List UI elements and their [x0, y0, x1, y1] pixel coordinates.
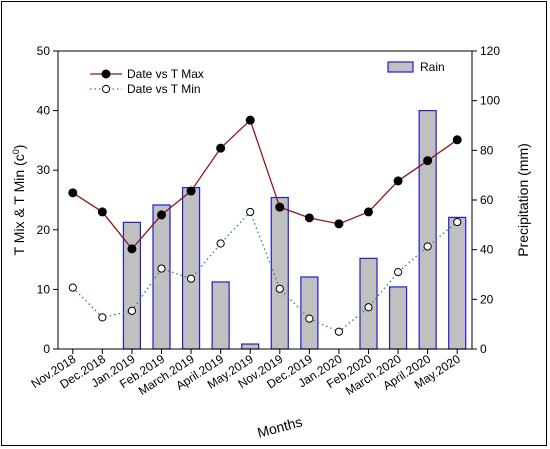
t-max-point [304, 213, 314, 223]
y-right-tick-label: 80 [480, 143, 494, 157]
legend-marker-t-min [101, 84, 111, 94]
rain-bar [181, 186, 201, 350]
rain-bar [270, 196, 289, 350]
t-max-point [452, 135, 462, 145]
t-min-point [157, 264, 166, 273]
y-left-tick-label: 0 [43, 342, 50, 356]
y-left-tick-label: 50 [37, 44, 51, 58]
rain-bar [418, 109, 437, 350]
y-left-tick-label: 10 [37, 282, 51, 296]
t-min-point [453, 217, 462, 227]
rain-bars [122, 109, 467, 350]
y-right-tick-label: 20 [480, 292, 494, 306]
t-max-point [97, 207, 107, 217]
t-max-point [186, 186, 196, 196]
y-right-tick-label: 120 [480, 44, 500, 58]
y-right-tick-label: 40 [480, 243, 494, 257]
t-max-point [216, 143, 226, 153]
t-min-point [127, 306, 137, 315]
t-min-point [364, 303, 373, 312]
t-max-point [364, 207, 373, 217]
t-max-point [245, 115, 255, 125]
t-max-point [275, 202, 285, 212]
series-line-t-max [72, 118, 458, 250]
t-max-point [393, 176, 403, 186]
y-right-tick-label: 100 [480, 94, 500, 108]
legend-swatch-rain [387, 61, 414, 73]
t-min-point [334, 327, 344, 336]
legend-label-t-min: Date vs T Min [127, 82, 201, 96]
t-min-point [393, 268, 403, 277]
t-min-point [98, 313, 107, 322]
y-left-axis-title: T Mix & T Min (c0) [11, 145, 27, 256]
y-right-axis-title: Precipitation (mm) [515, 143, 531, 257]
rain-bar [388, 286, 408, 350]
t-max-point [423, 156, 433, 166]
t-min-point [305, 314, 314, 323]
y-left-tick-label: 20 [37, 223, 51, 237]
t-min-point [216, 239, 225, 248]
t-min-point [275, 284, 284, 293]
y-right-tick-label: 60 [480, 193, 494, 207]
rain-bar [241, 343, 260, 350]
y-left-tick-label: 40 [37, 104, 51, 118]
legend-marker-t-max [101, 69, 111, 79]
t-max-point [68, 188, 78, 198]
legend-label-rain: Rain [420, 60, 445, 74]
series-line-t-min [72, 210, 458, 333]
t-max-point [334, 219, 344, 229]
axes: 01020304050020406080100120Nov.2018Dec.20… [28, 44, 500, 398]
legend-label-t-max: Date vs T Max [127, 67, 204, 81]
y-right-tick-label: 0 [480, 342, 487, 356]
t-max-point [127, 244, 137, 254]
y-left-tick-label: 30 [37, 163, 51, 177]
t-min-point [423, 242, 432, 251]
x-axis-title: Months [255, 413, 303, 440]
t-min-point [246, 207, 255, 217]
temperature-lines [68, 115, 462, 336]
rain-bar [448, 216, 467, 350]
t-min-point [68, 283, 77, 292]
plot-area [57, 50, 473, 350]
t-min-point [186, 274, 196, 283]
rain-bar [211, 281, 230, 350]
t-max-point [157, 210, 166, 220]
